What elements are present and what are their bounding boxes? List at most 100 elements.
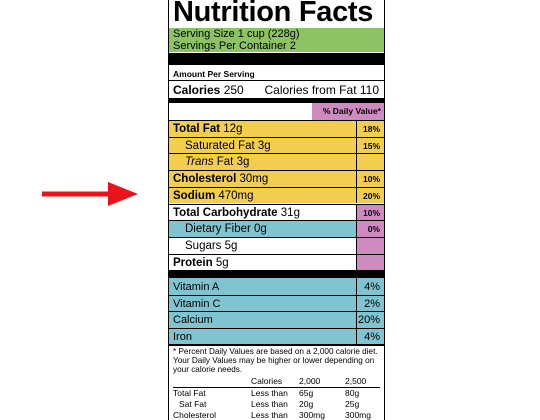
row-bg [169, 170, 356, 187]
daily-value: 20% [362, 190, 380, 201]
vitamin-name: Calcium [173, 314, 213, 326]
calories-row: Calories 250 [173, 83, 244, 97]
servings-per-container: Servings Per Container 2 [173, 39, 296, 52]
dv-cell [356, 153, 384, 171]
nutrient-amount: 3g [257, 139, 271, 152]
dv-cell [356, 203, 384, 221]
nutrient: Dietary Fiber 0g [185, 221, 267, 238]
vitamin-row [169, 311, 384, 328]
vitamin-dv: 4% [364, 281, 380, 293]
nutrient: Total Fat 12g [173, 121, 242, 138]
calories-label: Calories [173, 83, 221, 97]
divider [356, 278, 357, 295]
row-bg [169, 253, 356, 271]
rule [169, 80, 384, 81]
serving-box: Serving Size 1 cup (228g) Servings Per C… [169, 28, 384, 52]
rule [169, 344, 384, 346]
nutrient-name: Protein [173, 256, 213, 269]
nutrition-label: Nutrition Facts Serving Size 1 cup (228g… [168, 0, 385, 420]
nutrient-amount: 3g [236, 156, 250, 169]
vitamin-name: Vitamin A [173, 281, 220, 293]
nutrient-amount: 5g [224, 239, 238, 252]
vitamin-name: Iron [173, 330, 192, 343]
table-header: Calories [251, 376, 283, 386]
row-bg [169, 203, 356, 221]
row-bg [169, 186, 356, 204]
table-cell: Total Fat [173, 388, 206, 398]
row-bg [169, 236, 356, 254]
table-cell: Less than [251, 399, 288, 409]
dv-cell [356, 136, 384, 154]
nutrient-name-italic: Trans [185, 156, 214, 169]
thick-bar [169, 53, 384, 65]
thick-bar [169, 270, 384, 278]
nutrient-name: Fat [216, 156, 234, 169]
dv-cell [356, 236, 384, 254]
red-arrow [42, 182, 138, 206]
nutrient-amount: 5g [215, 256, 229, 269]
dv-cell [356, 170, 384, 187]
nutrient-amount: 470mg [218, 189, 254, 202]
table-cell: 300mg [299, 410, 325, 420]
nutrient-amount: 12g [223, 123, 243, 135]
daily-value: 10% [362, 207, 380, 218]
daily-value: 15% [362, 140, 380, 151]
daily-value: 18% [362, 124, 380, 134]
nutrient: Cholesterol 30mg [173, 171, 268, 188]
rule [173, 387, 380, 388]
vitamin-row [169, 327, 384, 344]
daily-value: 0% [367, 224, 380, 235]
nutrient-name: Dietary Fiber [185, 223, 251, 236]
nutrient-name: Total Carbohydrate [173, 206, 278, 219]
nutrient: Saturated Fat 3g [185, 138, 271, 155]
table-cell: 65g [299, 388, 314, 398]
table-cell: Less than [251, 388, 288, 398]
nutrient: Total Carbohydrate 31g [173, 205, 300, 222]
footnote: * Percent Daily Values are based on a 2,… [173, 347, 378, 374]
dv-header: % Daily Value* [312, 103, 384, 120]
nutrient: Sugars 5g [185, 238, 237, 255]
table-cell: 80g [345, 388, 360, 398]
table-header: 2,000 [299, 376, 321, 386]
table-cell: 25g [345, 399, 360, 409]
dv-cell [356, 253, 384, 271]
nutrient-name: Cholesterol [173, 173, 237, 186]
calories-value: 250 [223, 83, 244, 97]
nutrient: Sodium 470mg [173, 188, 254, 205]
table-cell: Sat Fat [179, 399, 207, 409]
table-header: 2,500 [345, 376, 367, 386]
table-cell: 20g [299, 399, 314, 409]
label-title: Nutrition Facts [173, 0, 374, 28]
nutrient: Trans Fat 3g [185, 154, 249, 171]
amount-header: Amount Per Serving [173, 69, 255, 79]
vitamin-row [169, 294, 384, 311]
row-bg [169, 153, 356, 171]
vitamin-name: Vitamin C [173, 297, 221, 310]
serving-size: Serving Size 1 cup (228g) [173, 28, 300, 40]
calories-from-fat: Calories from Fat 110 [264, 83, 380, 97]
vitamin-dv: 2% [364, 297, 380, 310]
divider [356, 311, 357, 328]
table-cell: Cholesterol [173, 410, 216, 420]
divider [356, 327, 357, 344]
nutrient-name: Sodium [173, 189, 216, 202]
nutrient-amount: 30mg [239, 173, 269, 186]
vitamin-dv: 4% [364, 330, 380, 343]
medium-bar [169, 98, 384, 103]
dv-cell [356, 120, 384, 137]
dv-cell [356, 186, 384, 204]
nutrient-amount: 31g [280, 206, 300, 219]
table-cell: Less than [251, 410, 288, 420]
nutrient-name: Total Fat [173, 123, 221, 135]
vitamin-row [169, 278, 384, 295]
dv-cell [356, 220, 384, 237]
vitamin-dv: 20% [357, 314, 380, 326]
row-bg [169, 136, 356, 154]
daily-value: 10% [362, 174, 380, 185]
row-bg [169, 220, 356, 237]
nutrient-amount: 0g [254, 223, 267, 236]
nutrient-name: Saturated Fat [185, 139, 255, 152]
divider [356, 294, 357, 311]
nutrient: Protein 5g [173, 255, 229, 272]
